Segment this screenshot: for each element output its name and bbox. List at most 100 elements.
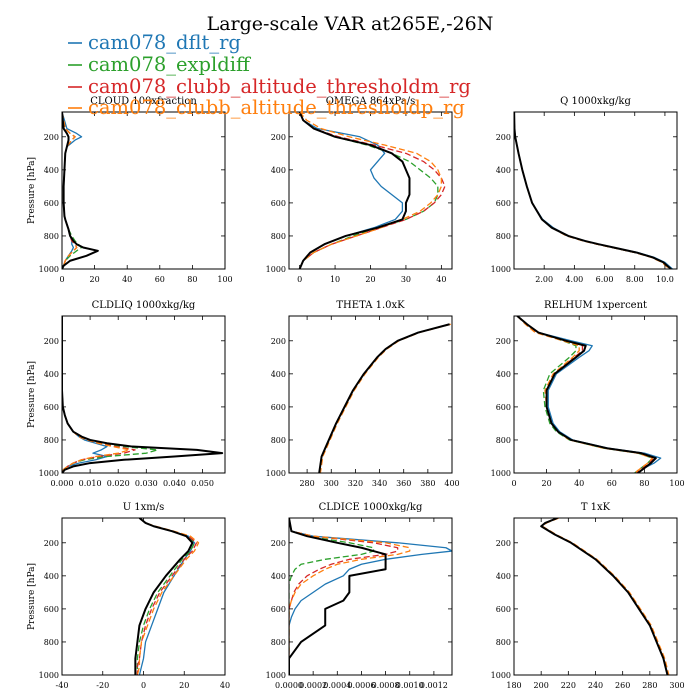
plot-frame [61, 517, 226, 676]
plot-frame [288, 315, 453, 474]
panel-title: CLDICE 1000xkg/kg [319, 502, 423, 513]
x-tick-label: 0.030 [135, 479, 158, 488]
series-line-5 [62, 316, 224, 473]
y-tick-label: 600 [271, 199, 286, 208]
series-line-5 [289, 518, 387, 675]
legend-item-4: cam078_clubb_altitude_thresholdp_rg [68, 96, 465, 119]
plot-frame [288, 517, 453, 676]
series-line-2 [289, 518, 375, 675]
panel-title: THETA 1.0xK [336, 300, 405, 311]
x-tick-label: 6.00 [596, 275, 614, 284]
panel-title: Q 1000xkg/kg [560, 96, 631, 107]
x-tick-label: 20 [179, 681, 189, 690]
plot-frame [513, 517, 678, 676]
x-tick-label: 0.040 [163, 479, 186, 488]
series-line-4 [541, 518, 670, 675]
y-axis-label: Pressure [hPa] [27, 361, 37, 428]
series-line-2 [514, 112, 672, 269]
plot-frame [61, 315, 226, 474]
x-tick-label: 220 [561, 681, 576, 690]
x-tick-label: 2.00 [535, 275, 553, 284]
panel-2: 0 10 20 30 40 200 400 600 800 1000 OMEGA 864xPa/s [266, 96, 453, 284]
x-tick-label: 280 [299, 479, 314, 488]
x-tick-label: 0.0000 [275, 681, 303, 690]
figure-title: Large-scale VAR at265E,-26N [207, 13, 494, 35]
series-line-2 [62, 316, 159, 473]
panel-title: U 1xm/s [123, 502, 165, 513]
series-line-3 [289, 518, 399, 675]
y-tick-label: 600 [271, 403, 286, 412]
x-tick-label: 340 [372, 479, 387, 488]
series-line-1 [514, 112, 673, 269]
x-tick-label: 8.00 [626, 275, 644, 284]
y-tick-label: 800 [271, 436, 286, 445]
y-tick-label: 800 [496, 638, 511, 647]
series-line-5 [514, 112, 672, 269]
series-line-3 [514, 112, 672, 269]
series-line-4 [62, 316, 131, 473]
x-tick-label: 300 [324, 479, 339, 488]
panel-3: 2.00 4.00 6.00 8.00 10.0 200 400 600 800 1000 Q 10… [491, 96, 678, 284]
panel-title: T 1xK [581, 502, 611, 513]
panel-title: CLOUD 100xfraction [90, 96, 197, 107]
x-tick-label: 320 [348, 479, 363, 488]
series-group [298, 112, 446, 269]
series-line-4 [319, 323, 451, 473]
y-tick-label: 200 [496, 133, 511, 142]
y-tick-label: 1000 [39, 265, 59, 274]
x-tick-label: 200 [534, 681, 549, 690]
y-tick-label: 1000 [266, 671, 286, 680]
series-line-5 [62, 112, 99, 269]
series-line-3 [136, 518, 198, 675]
y-tick-label: 600 [496, 199, 511, 208]
panel-5: 280 300 320 340 360 380 400 200 400 600 800 1000 THE… [266, 300, 460, 488]
x-tick-label: 0.0012 [420, 681, 448, 690]
series-line-2 [540, 518, 669, 675]
y-tick-label: 800 [44, 436, 59, 445]
y-tick-label: 800 [271, 232, 286, 241]
x-tick-label: 300 [669, 681, 684, 690]
y-tick-label: 400 [44, 572, 59, 581]
series-group [62, 316, 224, 473]
panel-9: 180 200 220 240 260 280 300 200 400 600 800 1000 T 1… [491, 502, 685, 690]
legend: cam078_dflt_rgcam078_expldiffcam078_club… [68, 31, 471, 119]
y-tick-label: 800 [44, 638, 59, 647]
plot-frame [61, 111, 226, 270]
x-tick-label: 0.010 [79, 479, 102, 488]
legend-label: cam078_clubb_altitude_thresholdp_rg [88, 96, 465, 119]
x-tick-label: 280 [642, 681, 657, 690]
x-tick-label: 40 [574, 479, 584, 488]
panel-title: OMEGA 864xPa/s [326, 96, 416, 107]
x-tick-label: 4.00 [565, 275, 583, 284]
series-line-4 [514, 112, 670, 269]
series-line-1 [62, 316, 108, 473]
y-tick-label: 400 [271, 572, 286, 581]
y-tick-label: 400 [271, 166, 286, 175]
panel-8: 0.00000.00020.00040.00060.00080.00100.00… [266, 502, 453, 690]
y-tick-label: 1000 [266, 469, 286, 478]
y-tick-label: 600 [44, 605, 59, 614]
x-tick-label: 30 [401, 275, 411, 284]
x-tick-label: 100 [669, 479, 684, 488]
y-tick-label: 1000 [39, 469, 59, 478]
series-group [62, 112, 99, 269]
series-group [516, 316, 662, 473]
x-tick-label: 260 [615, 681, 630, 690]
x-tick-label: 10.0 [656, 275, 674, 284]
x-tick-label: 80 [639, 479, 649, 488]
legend-item-3: cam078_clubb_altitude_thresholdm_rg [68, 75, 471, 98]
series-line-4 [516, 316, 654, 473]
plot-frame [288, 111, 453, 270]
series-line-4 [62, 112, 78, 269]
y-tick-label: 800 [44, 232, 59, 241]
x-tick-label: 0.0002 [299, 681, 327, 690]
legend-label: cam078_dflt_rg [88, 31, 241, 54]
x-tick-label: 0.0006 [347, 681, 375, 690]
x-tick-label: 60 [155, 275, 165, 284]
panel-7: -40 -20 0 20 40 200 400 600 800 1000 U 1xm/s Pressu… [27, 502, 230, 690]
y-tick-label: 400 [44, 166, 59, 175]
series-line-2 [136, 518, 196, 675]
x-tick-label: 0 [141, 681, 146, 690]
series-line-1 [516, 316, 662, 473]
y-tick-label: 1000 [491, 469, 511, 478]
